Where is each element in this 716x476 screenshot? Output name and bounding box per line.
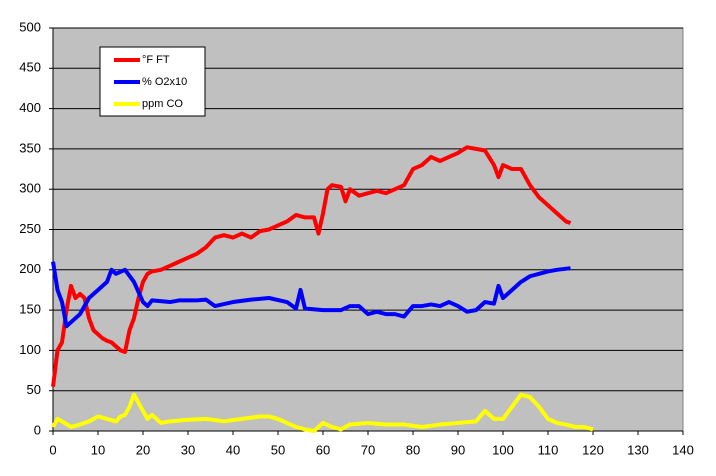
y-tick-label: 400	[19, 100, 41, 115]
legend-label: % O2x10	[142, 76, 187, 88]
y-tick-label: 150	[19, 302, 41, 317]
y-tick-label: 0	[34, 422, 41, 437]
x-tick-label: 90	[451, 442, 465, 457]
series-line	[51, 392, 594, 433]
x-tick-label: 120	[582, 442, 604, 457]
x-tick-label: 0	[49, 442, 56, 457]
y-tick-label: 350	[19, 140, 41, 155]
x-tick-label: 70	[361, 442, 375, 457]
y-tick-label: 50	[27, 382, 41, 397]
x-tick-label: 140	[672, 442, 694, 457]
x-tick-label: 20	[136, 442, 150, 457]
y-tick-label: 100	[19, 342, 41, 357]
x-tick-label: 50	[271, 442, 285, 457]
x-tick-label: 10	[91, 442, 105, 457]
x-tick-label: 130	[627, 442, 649, 457]
y-tick-label: 250	[19, 221, 41, 236]
x-tick-label: 110	[538, 442, 559, 457]
series-line	[51, 145, 572, 387]
y-tick-label: 450	[19, 60, 41, 75]
x-tick-label: 30	[181, 442, 195, 457]
series-line	[51, 261, 571, 329]
x-tick-label: 40	[226, 442, 240, 457]
x-tick-label: 60	[316, 442, 330, 457]
y-tick-label: 500	[19, 19, 41, 34]
legend-label: ppm CO	[142, 98, 183, 110]
x-tick-label: 100	[492, 442, 514, 457]
x-tick-label: 80	[406, 442, 420, 457]
y-tick-label: 200	[19, 261, 41, 276]
legend-label: °F FT	[142, 54, 170, 66]
y-tick-label: 300	[19, 181, 41, 196]
